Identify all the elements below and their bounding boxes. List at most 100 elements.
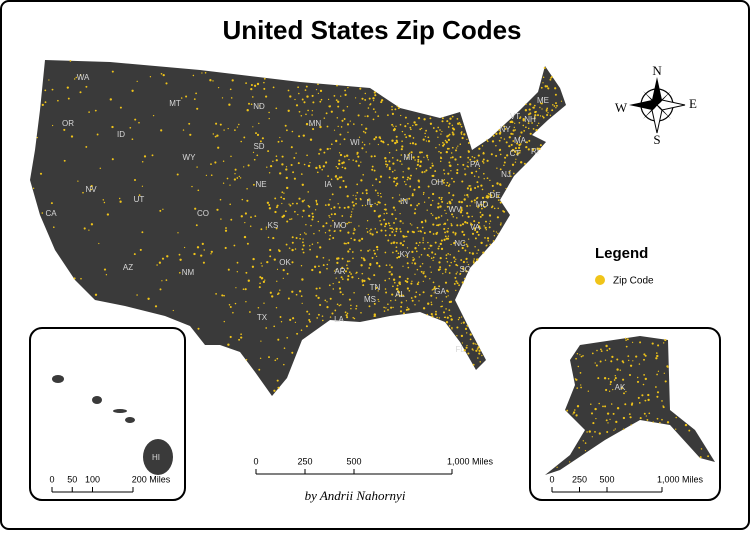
zip-dot [281,202,283,205]
zip-dot [482,152,485,155]
zip-dot [240,215,243,218]
zip-dot [377,290,379,292]
zip-dot [393,234,396,237]
island [92,396,102,404]
zip-dot [546,113,549,117]
zip-dot [252,126,254,128]
state-label: CO [197,209,209,218]
state-label: KS [268,221,279,230]
zip-dot [394,299,397,301]
zip-dot [472,342,475,345]
zip-dot [481,207,483,210]
zip-dot [446,181,449,184]
zip-dot [338,162,341,166]
zip-dot [628,359,630,362]
zip-dot [353,238,356,242]
zip-dot [335,277,337,279]
zip-dot [477,206,479,209]
zip-dot [324,204,327,206]
zip-dot [344,93,347,97]
zip-dot [119,106,122,109]
zip-dot [421,171,424,174]
zip-dot [457,122,460,125]
zip-dot [77,180,79,182]
zip-dot [384,234,387,237]
zip-dot [446,202,449,205]
zip-dot [229,306,232,308]
zip-dot [374,111,377,113]
zip-dot [355,271,358,274]
zip-dot [390,273,393,276]
zip-dot [391,293,394,296]
zip-dot [385,307,387,309]
zip-dot [390,227,393,230]
zip-dot [399,220,402,223]
scale-label: 500 [346,456,361,466]
land [30,60,566,396]
zip-dot [88,111,90,113]
zip-dot [439,223,441,226]
state-label: NY [499,125,511,134]
zip-dot [272,160,274,163]
zip-dot [362,174,364,176]
zip-dot [246,188,248,190]
zip-dot [525,145,528,149]
zip-dot [309,245,311,247]
zip-dot [467,238,470,240]
zip-dot [534,110,537,114]
zip-dot [638,402,641,404]
zip-dot [441,196,443,199]
zip-dot [609,380,612,384]
zip-dot [367,107,370,109]
zip-dot [74,78,76,80]
zip-dot [481,145,484,147]
zip-dot [553,105,556,107]
zip-dot [446,219,449,221]
zip-dot [439,160,442,163]
zip-dot [246,199,249,202]
zip-dot [460,125,463,128]
zip-dot [488,226,491,229]
zip-dot [252,151,255,154]
zip-dot [377,143,380,146]
zip-dot [444,231,447,234]
zip-dot [385,264,388,267]
zip-dot [272,237,275,240]
zip-dot [603,377,607,380]
zip-dot [388,222,390,225]
zip-dot [303,232,306,234]
zip-dot [407,167,410,170]
zip-dot [315,166,318,170]
zip-dot [400,114,402,117]
zip-dot [209,79,212,82]
zip-dot [478,167,480,170]
zip-dot [222,160,225,163]
zip-dot [516,142,519,145]
zip-dot [276,280,278,282]
state-label: UT [134,195,145,204]
zip-dot [272,86,275,89]
zip-dot [479,211,482,214]
zip-dot [465,270,468,273]
zip-dot [450,315,452,318]
zip-dot [451,146,454,149]
zip-dot [443,238,446,241]
zip-dot [258,105,261,107]
zip-dot [538,147,541,151]
zip-dot [323,117,326,119]
zip-dot [311,110,314,112]
zip-dot [158,261,162,264]
zip-dot [347,231,350,234]
zip-dot [359,102,361,105]
zip-dot [411,250,414,254]
zip-dot [527,127,530,130]
zip-dot [622,378,625,381]
zip-dot [468,252,471,254]
zip-dot [644,399,647,402]
zip-dot [161,280,163,282]
zip-dot [361,97,364,100]
zip-dot [307,191,309,193]
state-label: NC [454,239,466,248]
zip-dot [418,241,421,244]
